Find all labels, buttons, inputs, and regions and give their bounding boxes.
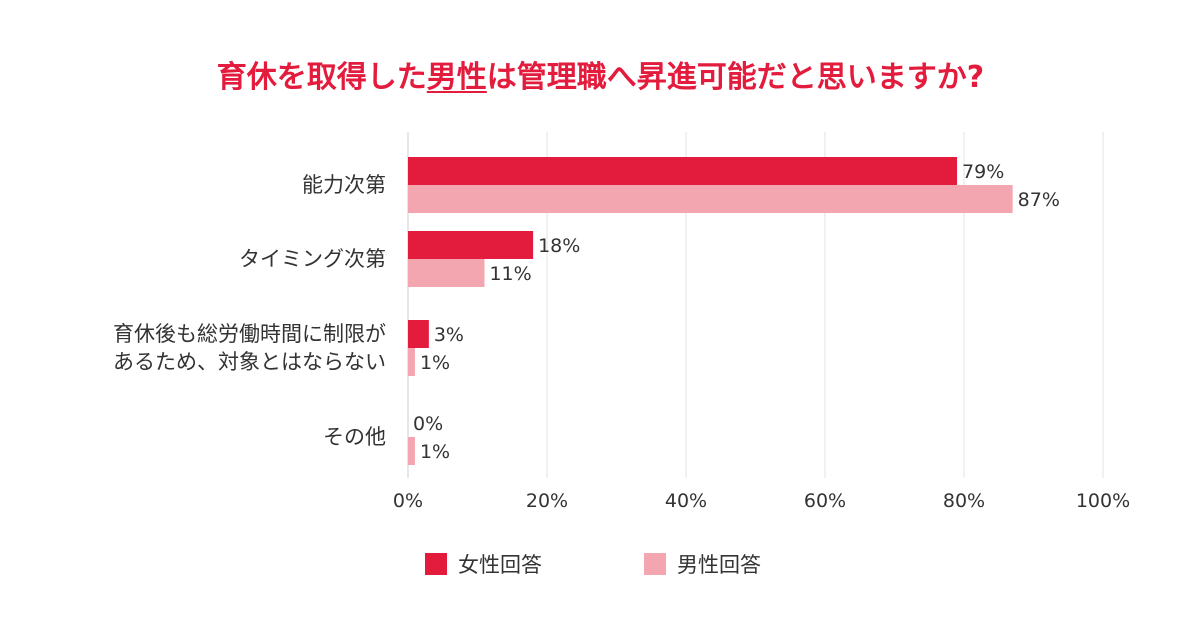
data-label: 1% — [420, 441, 450, 463]
bar-male — [408, 259, 485, 287]
data-label: 18% — [538, 235, 580, 257]
legend-swatch-male — [644, 553, 666, 575]
data-label: 79% — [962, 161, 1004, 183]
chart-title: 育休を取得した男性は管理職へ昇進可能だと思いますか? — [0, 52, 1201, 96]
category-label: 育休後も総労働時間に制限が — [113, 322, 386, 346]
x-tick-label: 100% — [1076, 490, 1130, 512]
bar-male — [408, 185, 1013, 213]
title-emphasis: 男性 — [426, 60, 487, 95]
title-part-before: 育休を取得した — [216, 60, 427, 95]
title-part-after: は管理職へ昇進可能だと思いますか? — [486, 60, 985, 95]
bar-male — [408, 437, 415, 465]
x-tick-label: 60% — [804, 490, 846, 512]
data-label: 1% — [420, 352, 450, 374]
data-labels: 79% 18% 3% 0% 87% 11% 1% 1% — [413, 161, 1060, 463]
bar-female — [408, 157, 958, 185]
x-tick-label: 0% — [393, 490, 423, 512]
bar-female — [408, 231, 534, 259]
bar-female — [408, 320, 429, 348]
legend: 女性回答 男性回答 — [425, 553, 761, 577]
x-tick-label: 20% — [526, 490, 568, 512]
x-tick-label: 80% — [943, 490, 985, 512]
data-label: 0% — [413, 413, 443, 435]
category-label: 能力次第 — [302, 173, 386, 197]
legend-swatch-female — [425, 553, 447, 575]
data-label: 87% — [1018, 189, 1060, 211]
x-axis-ticks: 0% 20% 40% 60% 80% 100% — [393, 490, 1130, 512]
x-tick-label: 40% — [665, 490, 707, 512]
bar-male — [408, 348, 415, 376]
legend-label-male: 男性回答 — [677, 553, 761, 577]
data-label: 3% — [434, 324, 464, 346]
legend-label-female: 女性回答 — [458, 553, 542, 577]
bars — [408, 157, 1013, 465]
category-label: あるため、対象とはならない — [113, 350, 386, 374]
category-label: タイミング次第 — [239, 247, 386, 271]
data-label: 11% — [489, 263, 531, 285]
category-label: その他 — [323, 425, 386, 449]
